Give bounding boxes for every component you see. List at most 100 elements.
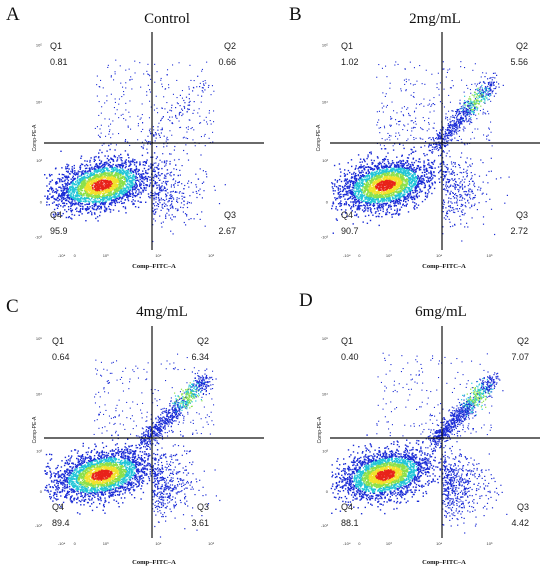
event-dot xyxy=(369,184,372,187)
event-dot xyxy=(106,167,108,169)
event-dot xyxy=(416,177,418,180)
event-dot xyxy=(417,180,420,182)
event-dot xyxy=(204,145,206,147)
event-dot xyxy=(144,161,146,163)
event-dot xyxy=(95,195,98,197)
event-dot xyxy=(140,187,143,190)
event-dot xyxy=(103,184,106,186)
event-dot xyxy=(102,196,105,199)
event-dot xyxy=(344,198,346,200)
event-dot xyxy=(115,192,117,195)
event-dot xyxy=(152,126,154,128)
event-dot xyxy=(113,187,115,189)
event-dot xyxy=(350,201,352,203)
event-dot xyxy=(93,160,95,163)
event-dot xyxy=(114,189,116,191)
event-dot xyxy=(102,164,104,167)
event-dot xyxy=(72,197,74,200)
event-dot xyxy=(167,172,169,174)
event-dot xyxy=(71,184,74,186)
event-dot xyxy=(186,206,189,209)
event-dot xyxy=(147,172,149,174)
event-dot xyxy=(332,203,334,205)
event-dot xyxy=(83,185,86,187)
event-dot xyxy=(86,197,89,199)
event-dot xyxy=(414,169,416,171)
event-dot xyxy=(81,178,83,180)
event-dot xyxy=(165,194,167,196)
event-dot xyxy=(82,183,84,185)
event-dot xyxy=(166,136,168,138)
event-dot xyxy=(381,191,384,193)
event-dot xyxy=(405,189,407,191)
event-dot xyxy=(79,181,81,183)
event-dot xyxy=(139,176,141,178)
event-dot xyxy=(178,120,180,122)
event-dot xyxy=(75,186,77,189)
event-dot xyxy=(88,167,90,170)
event-dot xyxy=(195,190,197,193)
event-dot xyxy=(120,170,122,172)
event-dot xyxy=(98,194,101,197)
event-dot xyxy=(416,178,419,181)
event-dot xyxy=(165,177,167,179)
event-dot xyxy=(115,193,117,196)
event-dot xyxy=(85,190,87,193)
event-dot xyxy=(89,177,91,179)
event-dot xyxy=(157,126,159,128)
event-dot xyxy=(107,182,110,184)
event-dot xyxy=(187,182,189,184)
event-dot xyxy=(97,186,99,189)
event-dot xyxy=(92,182,94,184)
event-dot xyxy=(108,159,110,161)
event-dot xyxy=(179,169,181,171)
event-dot xyxy=(168,87,170,89)
event-dot xyxy=(93,176,96,178)
event-dot xyxy=(374,181,377,184)
event-dot xyxy=(195,173,197,175)
event-dot xyxy=(375,178,377,181)
event-dot xyxy=(128,68,130,70)
event-dot xyxy=(352,205,355,208)
event-dot xyxy=(377,201,379,204)
event-dot xyxy=(71,189,73,191)
event-dot xyxy=(97,191,100,193)
event-dot xyxy=(133,183,136,185)
event-dot xyxy=(105,167,107,169)
event-dot xyxy=(109,161,111,164)
event-dot xyxy=(120,189,122,191)
event-dot xyxy=(72,189,74,192)
event-dot xyxy=(139,62,141,64)
event-dot xyxy=(204,133,206,135)
event-dot xyxy=(150,106,152,108)
event-dot xyxy=(171,134,173,136)
event-dot xyxy=(81,172,83,174)
event-dot xyxy=(368,179,371,182)
event-dot xyxy=(179,111,181,114)
event-dot xyxy=(413,146,415,148)
event-dot xyxy=(77,176,79,178)
event-dot xyxy=(334,190,336,192)
event-dot xyxy=(179,105,181,107)
event-dot xyxy=(126,181,128,183)
event-dot xyxy=(125,192,127,195)
event-dot xyxy=(123,193,125,195)
event-dot xyxy=(380,165,383,167)
event-dot xyxy=(53,191,56,193)
event-dot xyxy=(97,206,99,208)
event-dot xyxy=(415,203,417,205)
event-dot xyxy=(46,185,48,187)
event-dot xyxy=(58,193,60,195)
event-dot xyxy=(402,168,405,170)
event-dot xyxy=(370,212,373,214)
event-dot xyxy=(105,209,108,211)
event-dot xyxy=(131,190,133,192)
event-dot xyxy=(166,212,168,214)
event-dot xyxy=(181,108,183,110)
event-dot xyxy=(114,184,116,186)
event-dot xyxy=(171,104,173,106)
event-dot xyxy=(67,197,69,199)
event-dot xyxy=(169,194,171,196)
event-dot xyxy=(113,190,116,192)
event-dot xyxy=(160,222,162,224)
